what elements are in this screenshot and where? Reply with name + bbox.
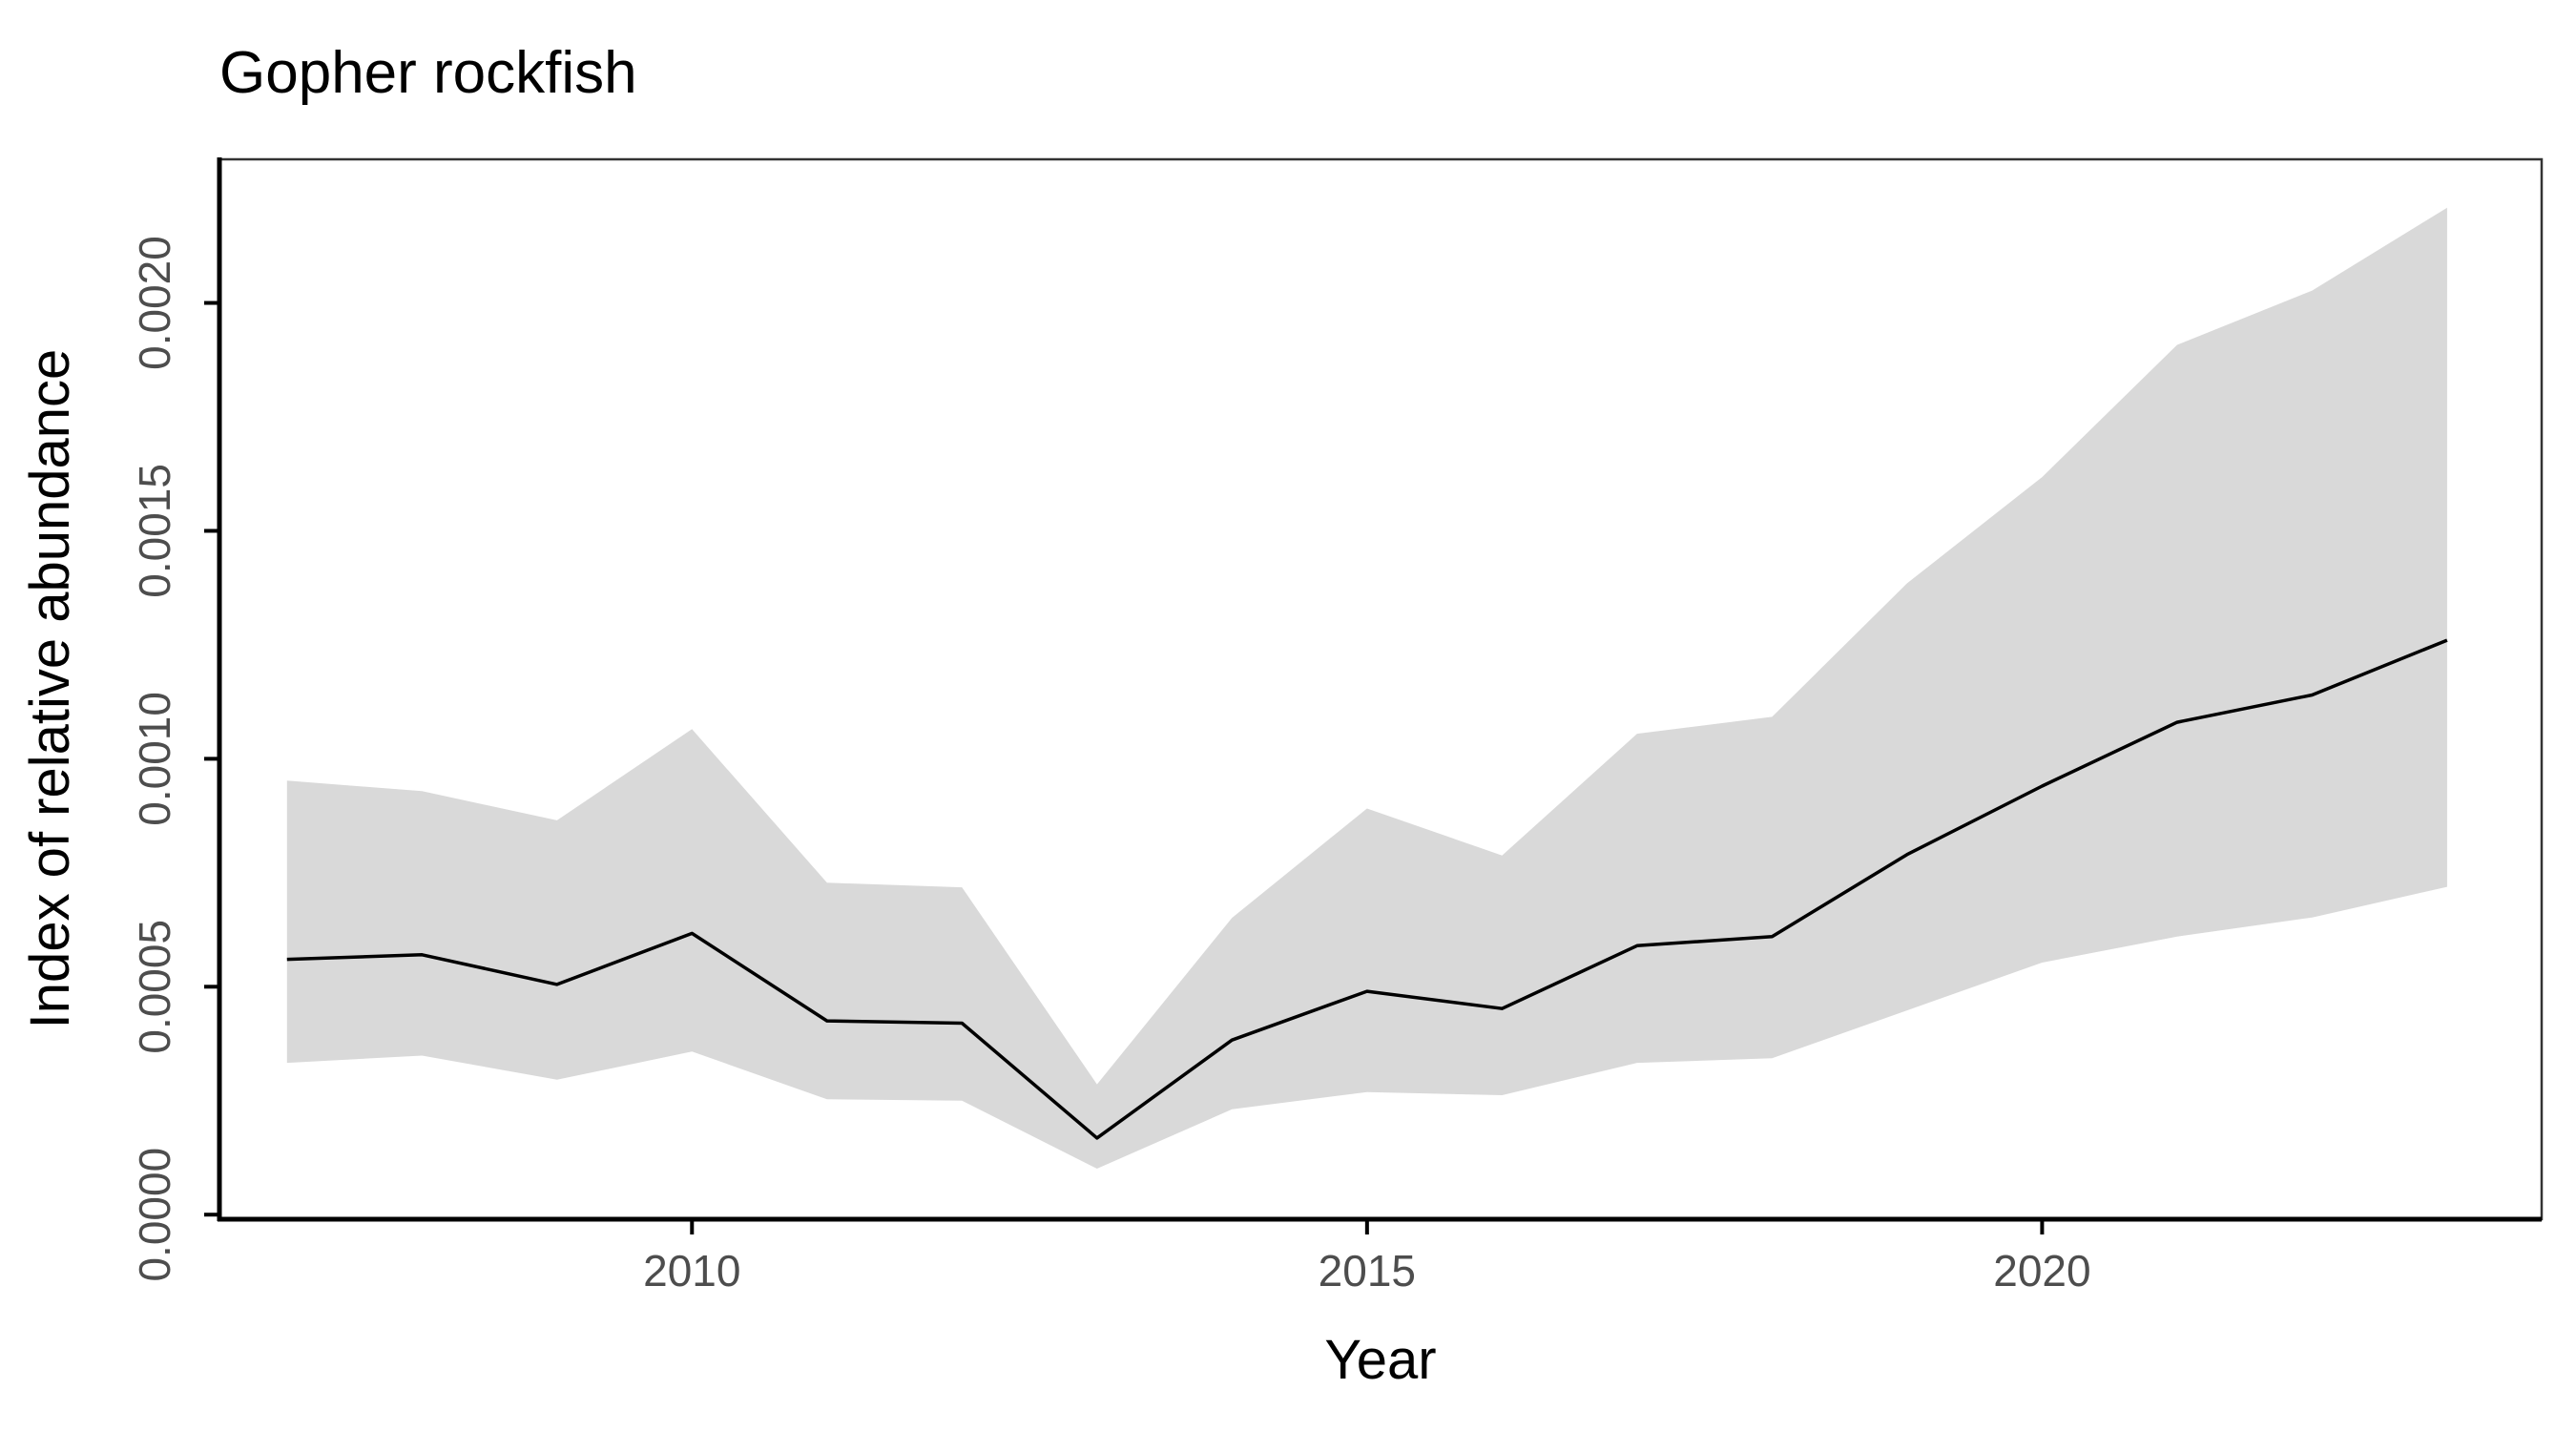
y-tick-label: 0.0010 — [130, 692, 179, 826]
x-axis-title: Year — [1324, 1329, 1436, 1391]
x-tick-label: 2020 — [1993, 1246, 2090, 1296]
y-tick-label: 0.0000 — [130, 1148, 179, 1282]
x-axis-ticks: 2010 2015 2020 — [643, 1219, 2091, 1296]
y-tick-label: 0.0005 — [130, 920, 179, 1054]
x-tick-label: 2010 — [643, 1246, 740, 1296]
index-line-layer — [286, 638, 2448, 1140]
confidence-ribbon — [286, 207, 2447, 1169]
y-tick-label: 0.0015 — [130, 464, 179, 598]
y-axis-title: Index of relative abundance — [19, 349, 81, 1029]
y-tick-label: 0.0020 — [130, 236, 179, 370]
index-line — [286, 638, 2448, 1140]
y-axis-ticks: 0.0000 0.0005 0.0010 0.0015 0.0020 — [130, 236, 219, 1282]
confidence-ribbon-layer — [286, 207, 2447, 1169]
chart-title: Gopher rockfish — [219, 40, 637, 106]
x-tick-label: 2015 — [1319, 1246, 1416, 1296]
